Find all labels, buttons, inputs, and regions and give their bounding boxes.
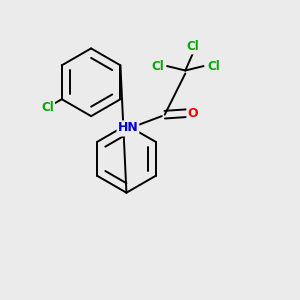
Text: Cl: Cl [207, 60, 220, 73]
Text: Cl: Cl [41, 101, 54, 114]
Text: O: O [118, 122, 129, 136]
Text: Cl: Cl [186, 40, 199, 53]
Text: O: O [188, 107, 198, 120]
Text: HN: HN [118, 122, 138, 134]
Text: Cl: Cl [152, 60, 164, 73]
